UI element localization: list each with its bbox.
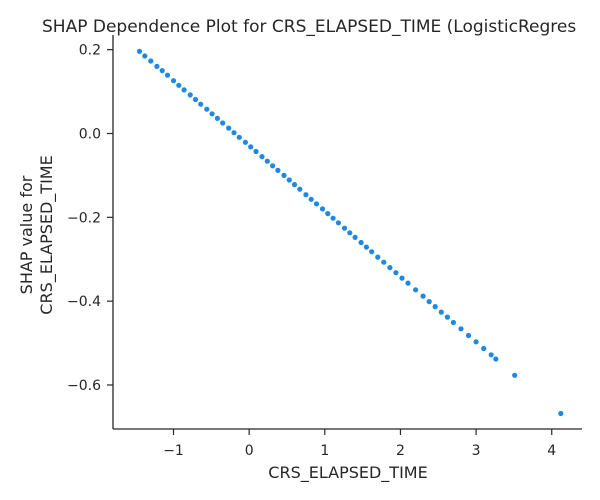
- data-point: [358, 239, 364, 246]
- data-point: [488, 352, 494, 358]
- data-point: [204, 106, 210, 112]
- data-point: [512, 372, 518, 378]
- data-point: [481, 345, 487, 352]
- data-point: [231, 130, 237, 136]
- data-point: [493, 356, 499, 362]
- data-point: [432, 304, 438, 310]
- data-point: [159, 68, 165, 74]
- y-axis-label-line-2: CRS_ELAPSED_TIME: [37, 155, 57, 314]
- x-axis-label: CRS_ELAPSED_TIME: [268, 463, 427, 483]
- data-point: [297, 186, 303, 192]
- data-point: [142, 53, 148, 59]
- data-point: [426, 299, 432, 305]
- data-point: [341, 225, 348, 231]
- data-point: [226, 125, 232, 131]
- data-point: [363, 244, 369, 250]
- x-tick-label: −1: [163, 443, 184, 459]
- data-point: [319, 206, 326, 212]
- data-point: [387, 265, 393, 271]
- y-axis-label-line-1: SHAP value for: [17, 175, 36, 294]
- chart-title: SHAP Dependence Plot for CRS_ELAPSED_TIM…: [42, 17, 576, 37]
- data-point: [270, 163, 276, 169]
- data-point: [214, 115, 220, 121]
- data-point: [335, 220, 341, 226]
- data-point: [176, 82, 182, 88]
- data-point: [192, 96, 199, 103]
- data-point: [325, 211, 331, 217]
- data-point: [473, 339, 479, 345]
- y-tick-label: −0.2: [67, 210, 101, 226]
- data-point: [558, 410, 564, 417]
- data-point: [352, 234, 358, 240]
- data-point: [187, 92, 193, 98]
- data-point: [181, 87, 187, 93]
- x-tick-label: 3: [472, 443, 481, 459]
- x-tick-label: 0: [245, 443, 254, 459]
- data-point: [393, 270, 399, 276]
- data-point: [330, 215, 336, 221]
- data-point: [154, 63, 160, 69]
- data-point: [281, 172, 287, 178]
- data-point: [450, 319, 456, 326]
- x-tick-label: 2: [396, 443, 405, 459]
- data-point: [264, 158, 270, 164]
- x-ticks: −1 0 1 2 3 4: [163, 429, 556, 459]
- data-point: [242, 139, 248, 145]
- data-point: [275, 167, 281, 173]
- data-point: [164, 72, 171, 78]
- data-point: [253, 148, 259, 155]
- y-tick-label: 0.2: [79, 43, 101, 59]
- data-point: [220, 120, 226, 126]
- data-point: [259, 154, 265, 160]
- data-point: [381, 259, 387, 265]
- scatter-points: [136, 48, 564, 417]
- data-point: [438, 309, 444, 315]
- data-point: [399, 275, 405, 281]
- x-tick-label: 4: [547, 443, 556, 459]
- data-point: [170, 78, 177, 84]
- data-point: [286, 177, 292, 183]
- y-ticks: 0.2 0.0 −0.2 −0.4 −0.6: [67, 43, 113, 394]
- data-point: [308, 196, 314, 202]
- data-point: [369, 249, 375, 255]
- data-point: [236, 134, 242, 140]
- data-point: [248, 144, 254, 150]
- data-point: [148, 58, 154, 64]
- data-point: [136, 48, 143, 54]
- data-point: [375, 254, 381, 260]
- data-point: [444, 314, 450, 320]
- x-tick-label: 1: [320, 443, 329, 459]
- y-tick-label: −0.4: [67, 294, 101, 310]
- data-point: [209, 111, 215, 117]
- data-point: [198, 101, 204, 107]
- data-point: [303, 192, 309, 198]
- data-point: [313, 201, 320, 207]
- y-axis-label: SHAP value for CRS_ELAPSED_TIME: [17, 155, 57, 314]
- data-point: [347, 230, 353, 236]
- data-point: [465, 332, 472, 339]
- y-tick-label: 0.0: [79, 127, 101, 143]
- y-tick-label: −0.6: [67, 378, 101, 394]
- data-point: [420, 293, 426, 299]
- data-point: [458, 326, 464, 332]
- data-point: [291, 182, 298, 188]
- data-point: [405, 280, 411, 286]
- data-point: [413, 287, 419, 293]
